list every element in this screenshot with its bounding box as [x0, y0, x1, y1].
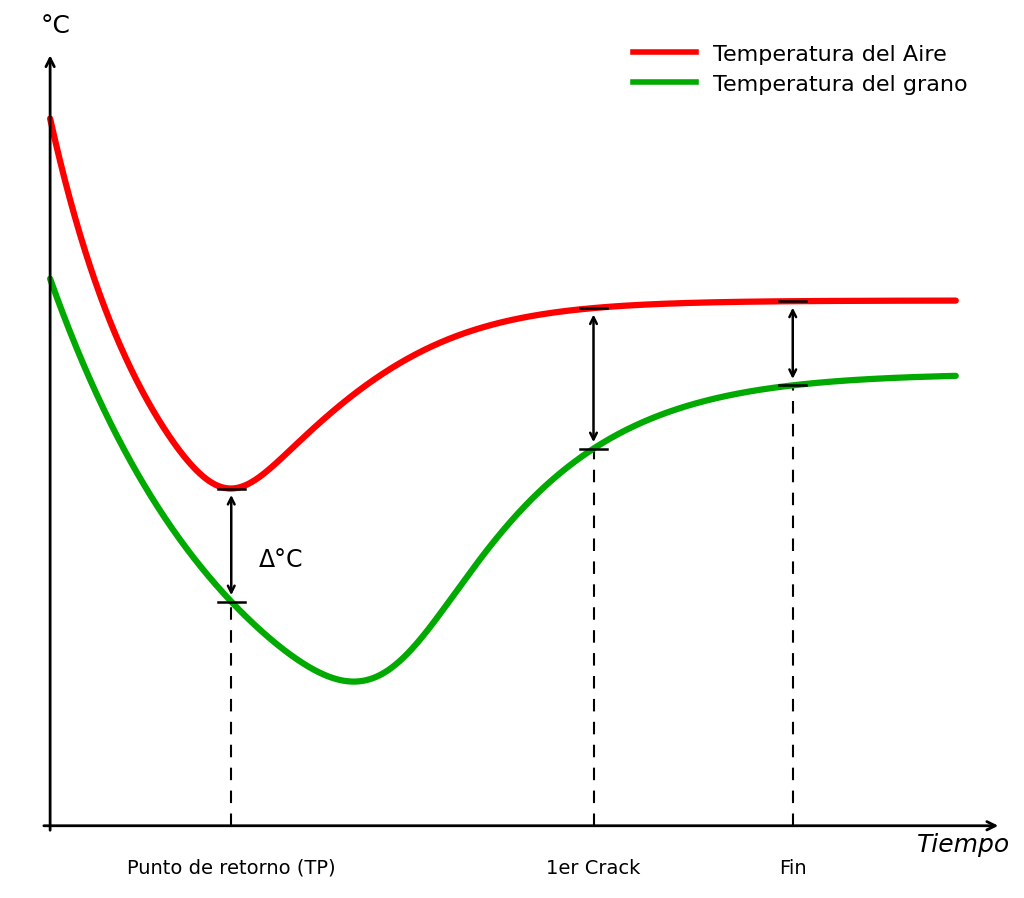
Text: °C: °C — [41, 13, 71, 38]
Text: Punto de retorno (TP): Punto de retorno (TP) — [127, 858, 336, 877]
Text: Tiempo: Tiempo — [916, 833, 1010, 857]
Text: 1er Crack: 1er Crack — [547, 858, 641, 877]
Text: Δ°C: Δ°C — [258, 548, 303, 572]
Legend: Temperatura del Aire, Temperatura del grano: Temperatura del Aire, Temperatura del gr… — [623, 32, 979, 106]
Text: Fin: Fin — [779, 858, 807, 877]
